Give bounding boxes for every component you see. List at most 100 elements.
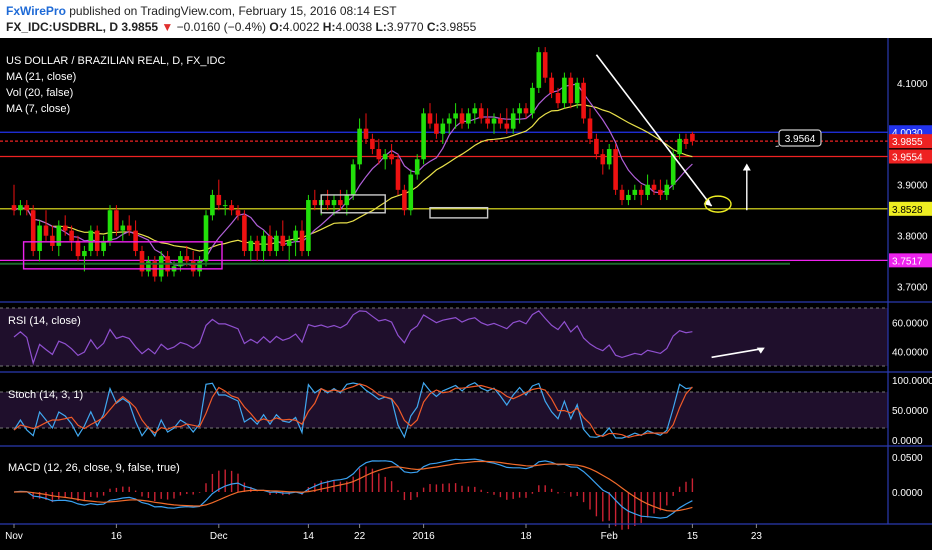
candle bbox=[101, 240, 106, 252]
ma21-legend[interactable]: MA (21, close) bbox=[6, 71, 76, 83]
candle bbox=[600, 154, 606, 165]
candle bbox=[523, 108, 529, 114]
price-level-tag-label: 4.0030 bbox=[892, 128, 923, 139]
candle bbox=[37, 225, 42, 252]
candle bbox=[18, 205, 23, 211]
candle bbox=[11, 205, 17, 211]
candle bbox=[453, 113, 458, 119]
candle bbox=[485, 118, 490, 124]
candle bbox=[126, 225, 132, 231]
candle bbox=[50, 235, 55, 246]
candle bbox=[56, 225, 62, 246]
price-tick-label: 3.7000 bbox=[897, 283, 928, 294]
candle bbox=[510, 113, 516, 129]
time-tick-label: 23 bbox=[751, 531, 763, 542]
chart-area[interactable]: 3.9564 4.10004.00003.90003.80003.70004.0… bbox=[0, 38, 932, 550]
candle bbox=[542, 52, 548, 78]
time-tick-label: 15 bbox=[687, 531, 699, 542]
candle bbox=[370, 138, 375, 150]
stoch-d-line bbox=[13, 383, 693, 439]
candle bbox=[261, 235, 266, 252]
high-value: 4.0038 bbox=[335, 20, 373, 34]
candle bbox=[594, 138, 599, 155]
candle bbox=[606, 149, 612, 165]
ma7-legend[interactable]: MA (7, close) bbox=[6, 103, 70, 115]
candle bbox=[536, 52, 542, 88]
rsi-arrow-head bbox=[756, 347, 765, 354]
published-line: FxWirePro published on TradingView.com, … bbox=[6, 4, 397, 18]
candle bbox=[24, 205, 30, 211]
time-tick-label: 22 bbox=[354, 531, 366, 542]
candle bbox=[139, 251, 145, 272]
down-arrow-icon: ▼ bbox=[161, 20, 174, 34]
stoch-band bbox=[0, 392, 888, 428]
candle bbox=[210, 194, 215, 216]
candle bbox=[82, 251, 87, 257]
macd-pane-bg bbox=[0, 446, 888, 524]
candle bbox=[562, 77, 567, 104]
candle bbox=[645, 184, 650, 195]
candle bbox=[664, 184, 670, 195]
publisher-link[interactable]: FxWirePro bbox=[6, 4, 66, 18]
candle bbox=[274, 235, 279, 252]
candle bbox=[619, 189, 625, 201]
candle bbox=[574, 82, 580, 104]
stoch-k-line bbox=[13, 381, 693, 439]
candle bbox=[690, 133, 695, 142]
symbol-label[interactable]: FX_IDC:USDBRL, D bbox=[6, 20, 119, 34]
candle bbox=[286, 240, 292, 246]
candle bbox=[184, 256, 190, 262]
candle bbox=[62, 225, 68, 231]
price-level-tag-label: 3.9855 bbox=[892, 137, 923, 148]
time-tick-label: 14 bbox=[303, 531, 315, 542]
macd-title[interactable]: MACD (12, 26, close, 9, false, true) bbox=[8, 462, 180, 474]
candle bbox=[478, 108, 484, 119]
rsi-title[interactable]: RSI (14, close) bbox=[8, 315, 81, 327]
candle bbox=[267, 235, 273, 252]
time-tick-label: Nov bbox=[5, 531, 23, 542]
ohlc-line: FX_IDC:USDBRL, D 3.9855 ▼ −0.0160 (−0.4%… bbox=[6, 20, 477, 34]
macd-line bbox=[13, 458, 693, 519]
vol-legend[interactable]: Vol (20, false) bbox=[6, 87, 73, 99]
annotation-box bbox=[778, 129, 822, 147]
candle bbox=[402, 189, 407, 211]
candle bbox=[491, 118, 497, 124]
candle bbox=[581, 82, 586, 119]
time-tick-label: 2016 bbox=[412, 531, 435, 542]
candle bbox=[235, 210, 241, 216]
chart-svg[interactable]: 3.9564 4.10004.00003.90003.80003.70004.0… bbox=[0, 38, 932, 550]
candle bbox=[43, 225, 49, 236]
stoch-tick-label: 50.0000 bbox=[892, 406, 929, 417]
candle bbox=[389, 154, 394, 160]
main-title: US DOLLAR / BRAZILIAN REAL, D, FX_IDC bbox=[6, 55, 226, 67]
candle bbox=[120, 225, 126, 231]
candle bbox=[427, 113, 433, 124]
candle bbox=[338, 200, 343, 206]
range-box-1 bbox=[320, 194, 386, 214]
stoch-title[interactable]: Stoch (14, 3, 1) bbox=[8, 389, 83, 401]
candle bbox=[670, 154, 676, 185]
price-level-tag-label: 3.8528 bbox=[892, 205, 923, 216]
range-box-2 bbox=[429, 206, 489, 219]
stoch-tick-label: 0.0000 bbox=[892, 436, 923, 447]
up-arrow-head bbox=[742, 163, 751, 171]
stoch-tick-label: 100.0000 bbox=[892, 376, 932, 387]
rsi-line bbox=[13, 310, 693, 366]
candle bbox=[158, 256, 164, 277]
candle bbox=[504, 123, 510, 129]
candle bbox=[434, 123, 439, 134]
candle bbox=[440, 123, 446, 134]
candle bbox=[75, 240, 81, 257]
macd-tick-label: 0.0500 bbox=[892, 453, 923, 464]
last-price: 3.9855 bbox=[121, 20, 159, 34]
candle bbox=[466, 113, 471, 124]
candle bbox=[325, 200, 330, 206]
candle bbox=[658, 189, 663, 195]
open-value: 4.0022 bbox=[282, 20, 320, 34]
candle bbox=[350, 164, 356, 195]
candle bbox=[146, 261, 151, 272]
support-box bbox=[22, 241, 223, 270]
candle bbox=[677, 138, 682, 155]
rsi-tick-label: 40.0000 bbox=[892, 348, 929, 359]
candle bbox=[421, 113, 426, 160]
